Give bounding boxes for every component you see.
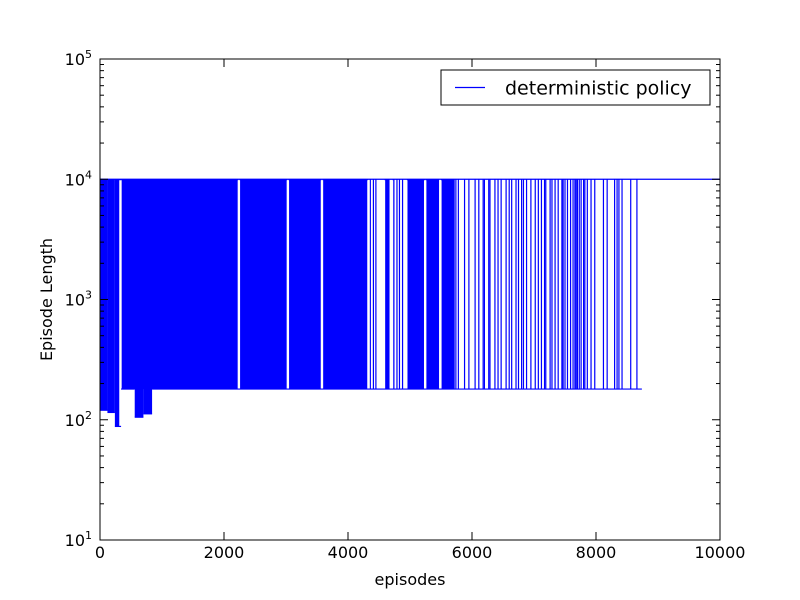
y-axis-label: Episode Length	[37, 238, 56, 361]
series-gap	[286, 180, 290, 395]
legend: deterministic policy	[440, 69, 711, 106]
y-axis-ticks: 101 102 103 104 105	[65, 48, 720, 550]
x-tick-label: 2000	[204, 543, 245, 562]
x-tick-label: 10000	[695, 543, 746, 562]
series-dense-band	[425, 179, 440, 390]
series-dense-band	[384, 179, 390, 390]
series-gap	[367, 180, 370, 395]
series-dense-band	[441, 179, 455, 390]
series-layer	[100, 178, 720, 432]
x-tick-label: 8000	[576, 543, 617, 562]
series-early-band	[114, 179, 122, 427]
y-tick-label: 101	[65, 529, 92, 550]
series-dense-band	[406, 179, 425, 390]
y-tick-label: 104	[65, 168, 92, 189]
series-gap	[423, 180, 427, 395]
series-early-band	[100, 179, 108, 411]
series-dense-band	[239, 179, 288, 390]
series-early-band	[134, 179, 144, 418]
series-early-band	[143, 179, 153, 414]
x-tick-label: 4000	[328, 543, 369, 562]
plot-area: 0 2000 4000 6000 8000 10000 101 102 103 104 105	[65, 48, 746, 562]
series-gap	[382, 180, 386, 395]
y-tick-label: 102	[65, 409, 92, 430]
series-early-band	[121, 179, 135, 390]
series-dense-band	[322, 179, 368, 390]
x-axis-label: episodes	[375, 570, 446, 589]
series-gap	[320, 180, 324, 395]
legend-box	[440, 69, 711, 106]
y-tick-label: 103	[65, 289, 92, 310]
y-tick-label: 105	[65, 48, 92, 69]
series-dense-band	[288, 179, 322, 390]
x-axis-ticks: 0 2000 4000 6000 8000 10000	[95, 59, 746, 562]
legend-label-deterministic-policy: deterministic policy	[505, 78, 692, 100]
series-gap	[119, 180, 122, 432]
series-gap	[405, 180, 408, 395]
series-gap	[390, 180, 394, 395]
x-tick-label: 0	[95, 543, 105, 562]
series-gap	[237, 180, 241, 395]
series-gap	[439, 180, 442, 395]
x-tick-label: 6000	[452, 543, 493, 562]
series-dense-band	[392, 179, 395, 390]
